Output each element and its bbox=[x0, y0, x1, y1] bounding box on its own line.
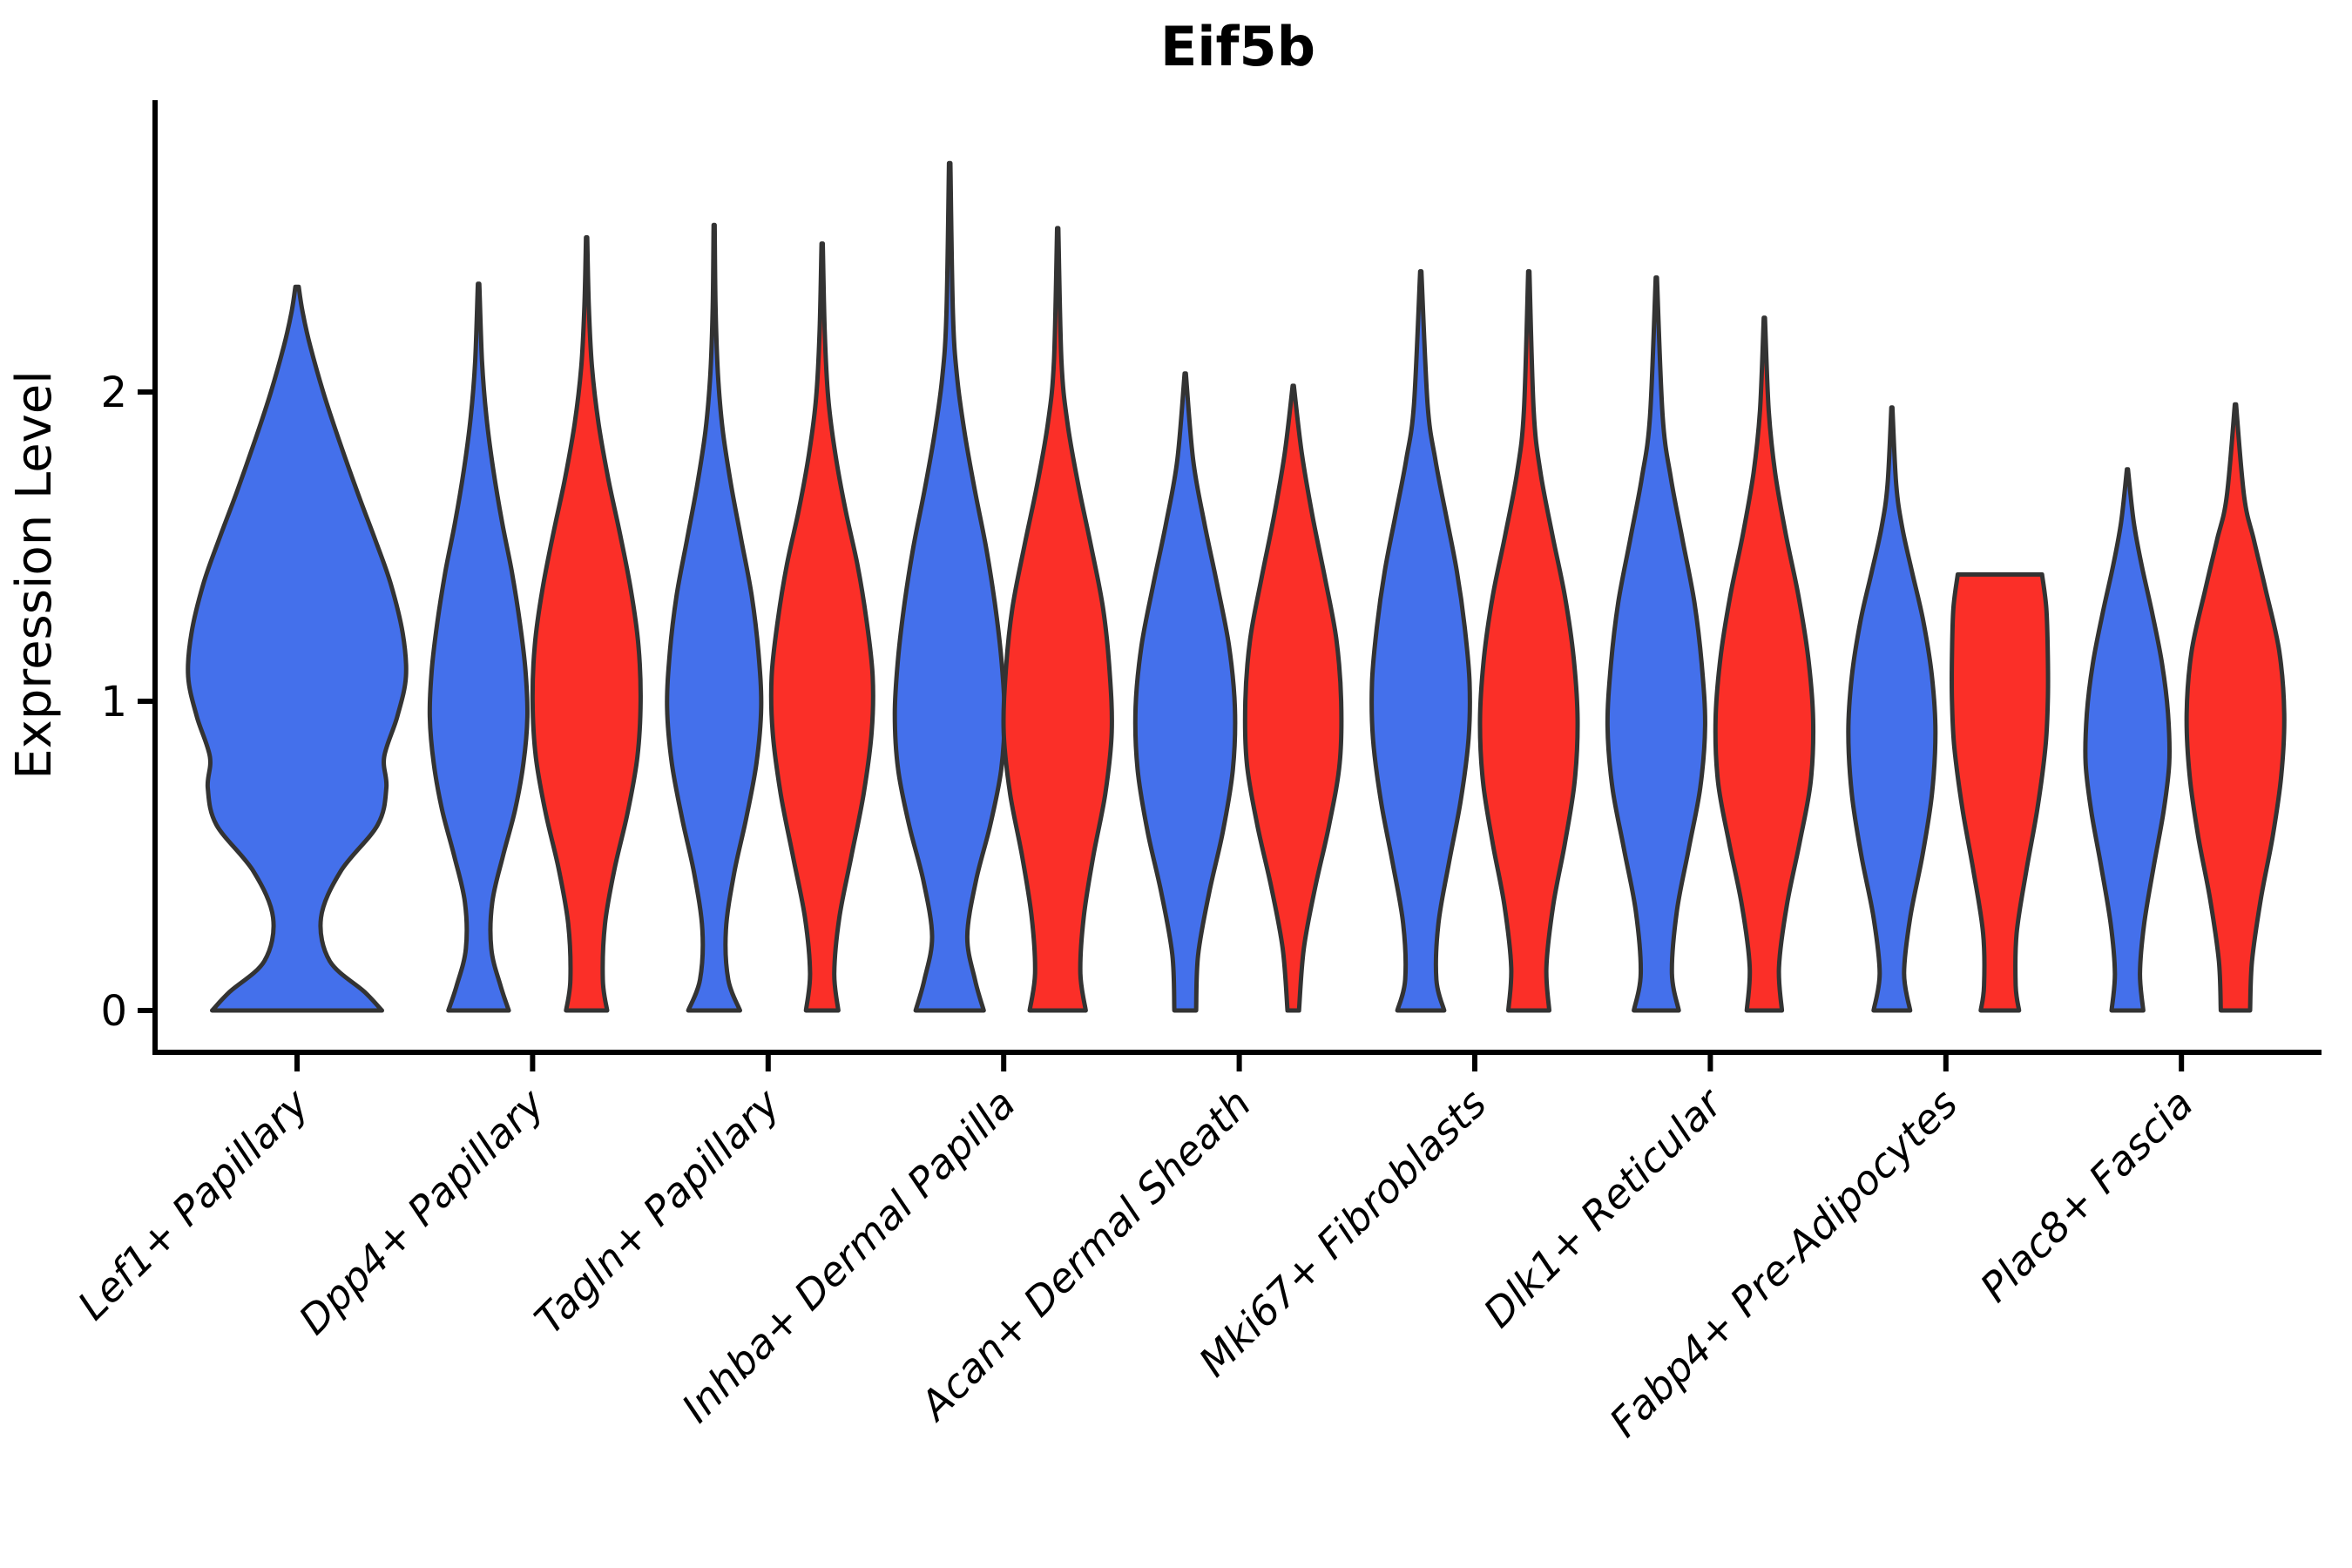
violin-dlk1-red bbox=[1713, 315, 1816, 1013]
y-tick-label: 1 bbox=[100, 678, 127, 727]
violin-fabp4-blue bbox=[1846, 405, 1938, 1013]
chart-title: Eif5b bbox=[1160, 15, 1315, 78]
violin-inhba-red bbox=[1001, 226, 1114, 1013]
x-tick-label: Dlk1+ Reticular bbox=[1475, 1078, 1734, 1336]
violin-plac8-red bbox=[2184, 402, 2287, 1013]
violin-lef1-blue bbox=[186, 284, 409, 1013]
y-tick-label: 0 bbox=[100, 987, 127, 1036]
violin-inhba-blue bbox=[892, 160, 1007, 1013]
y-axis-label: Expression Level bbox=[6, 370, 63, 780]
violin-acan-blue bbox=[1132, 371, 1238, 1013]
x-tick-label: Tagln+ Papillary bbox=[525, 1079, 789, 1343]
violin-fabp4-red bbox=[1950, 572, 2051, 1013]
x-tick-label: Lef1+ Papillary bbox=[69, 1079, 318, 1328]
violins-layer bbox=[186, 160, 2287, 1013]
violin-mki67-red bbox=[1477, 269, 1580, 1013]
violin-plac8-blue bbox=[2083, 467, 2173, 1013]
y-tick-label: 2 bbox=[100, 368, 127, 417]
violin-dpp4-blue bbox=[427, 281, 530, 1013]
violin-acan-red bbox=[1242, 383, 1344, 1013]
violin-mki67-blue bbox=[1369, 269, 1472, 1013]
x-tick-label: Plac8+ Fascia bbox=[1971, 1080, 2202, 1311]
violin-tagln-blue bbox=[665, 222, 764, 1013]
violin-dlk1-blue bbox=[1605, 275, 1707, 1013]
violin-dpp4-red bbox=[530, 235, 643, 1013]
y-axis-ticks: 0 1 2 bbox=[100, 368, 155, 1036]
x-tick-label: Dpp4+ Papillary bbox=[290, 1079, 554, 1343]
violin-tagln-red bbox=[768, 241, 875, 1013]
